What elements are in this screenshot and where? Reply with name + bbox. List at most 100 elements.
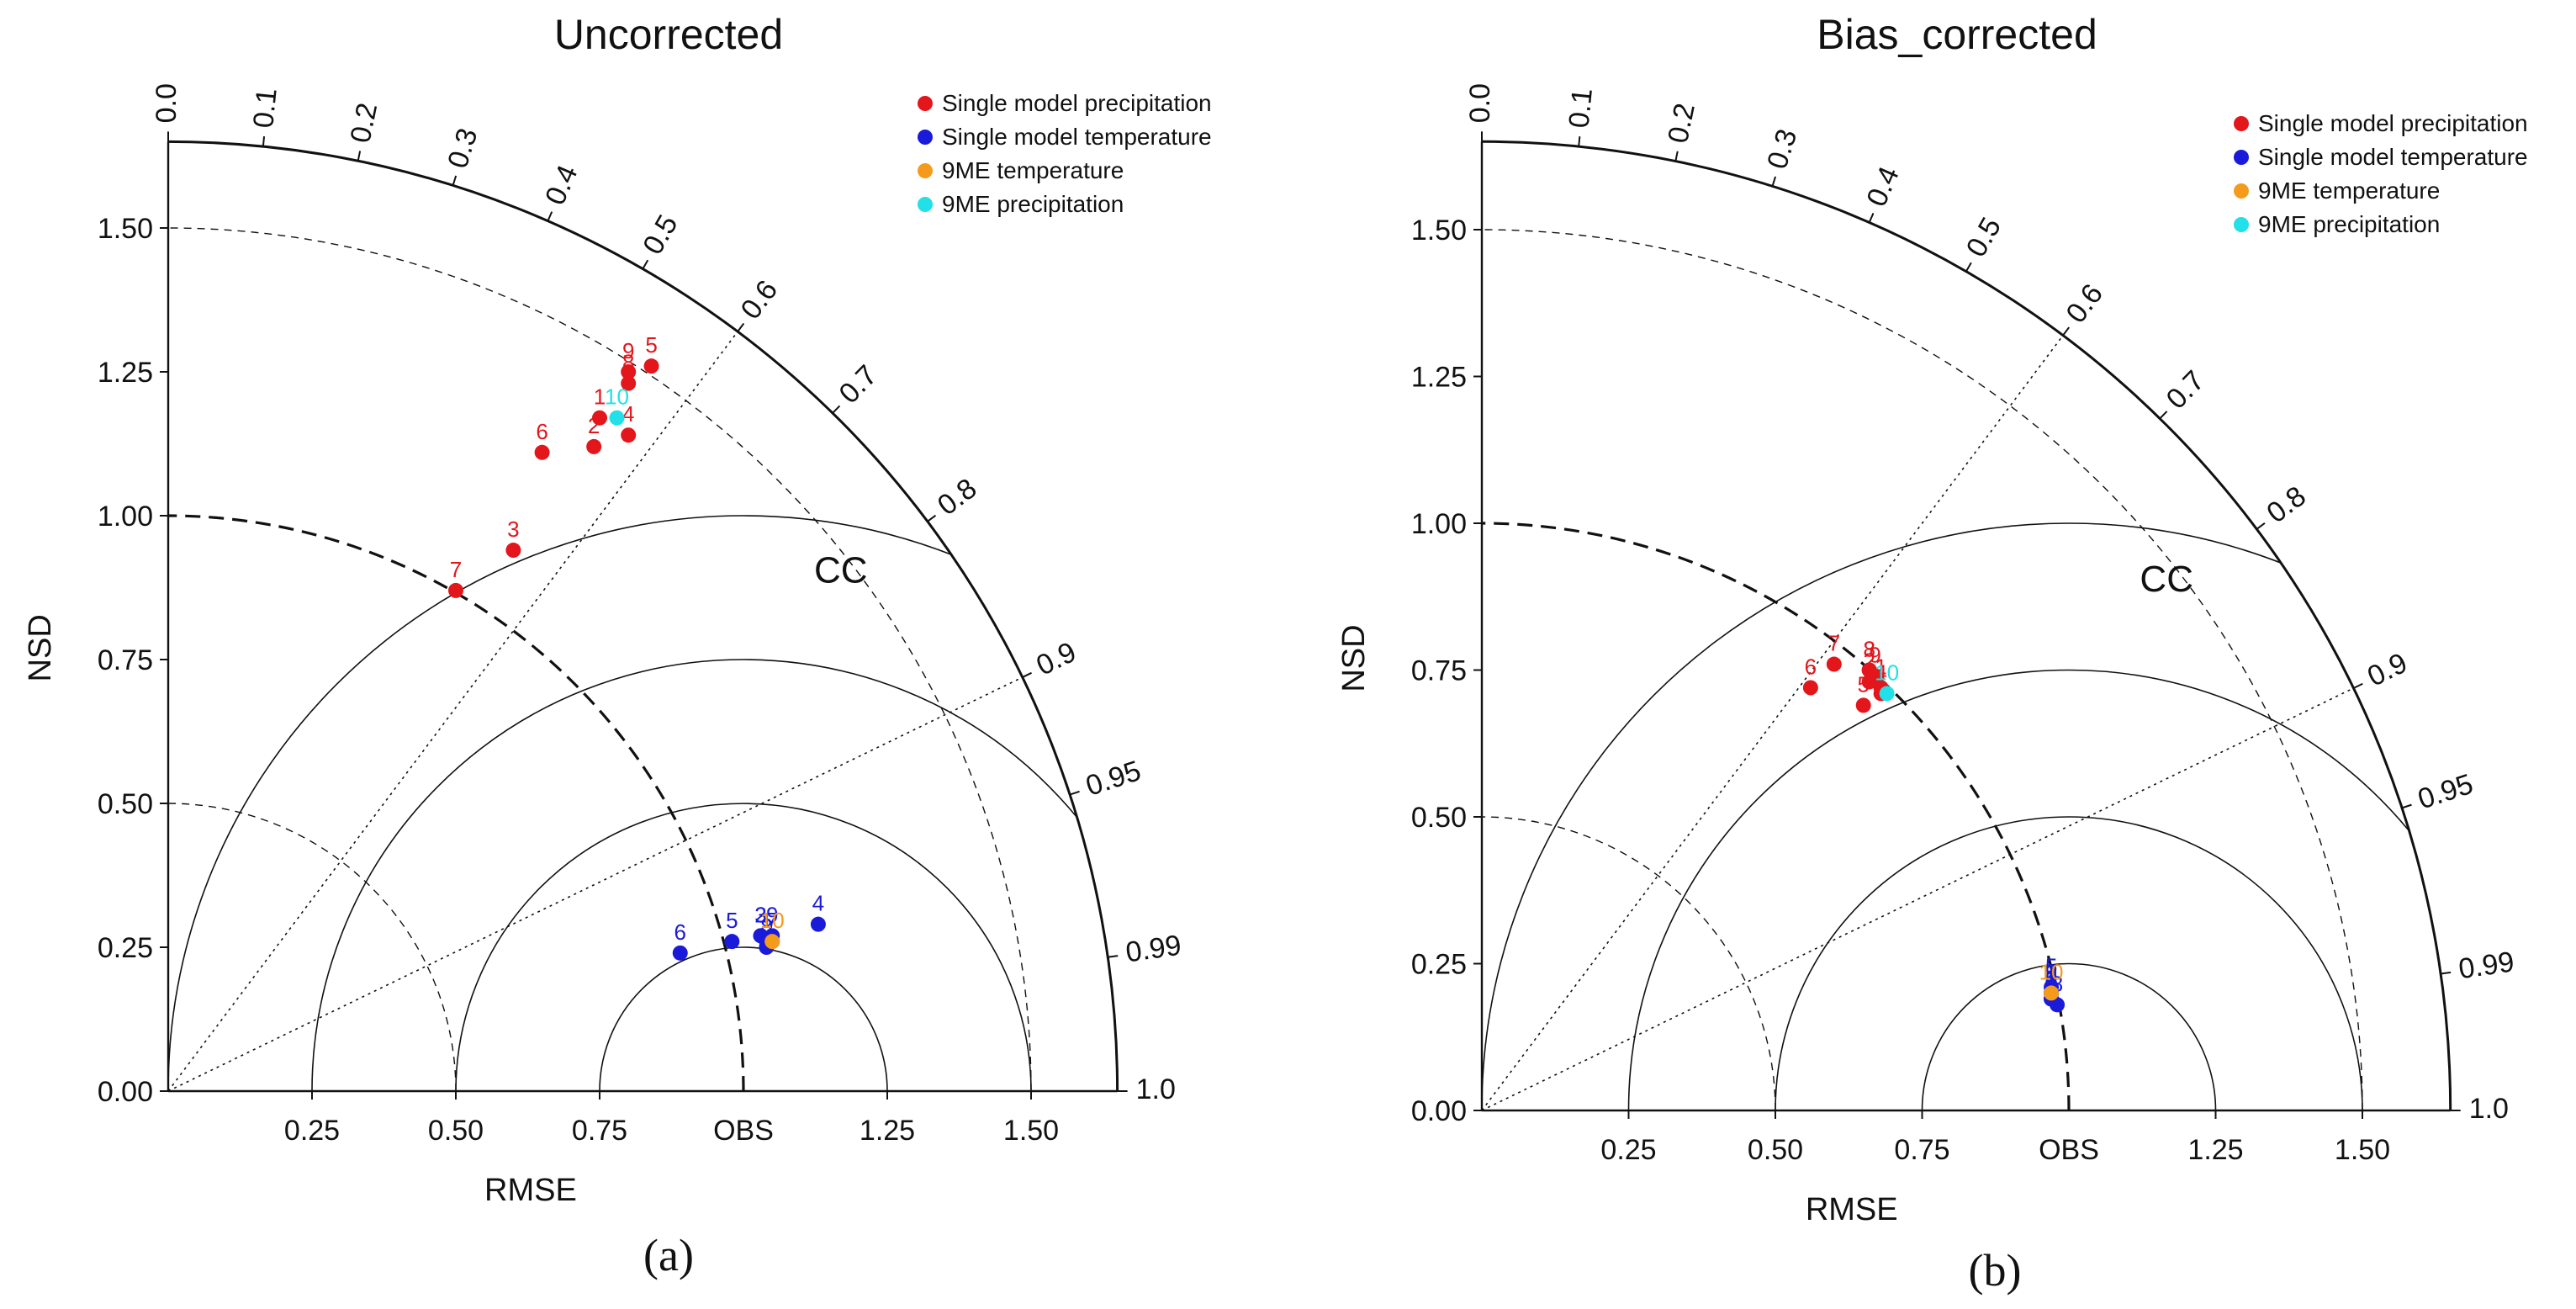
corr-tick <box>1965 262 1972 273</box>
x-tick-label: 1.25 <box>2187 1134 2243 1166</box>
data-point-label: 8 <box>1863 637 1875 662</box>
sd-contour <box>1481 816 1776 1111</box>
data-point-label: 9 <box>766 902 778 927</box>
legend-marker <box>918 197 933 212</box>
cc-label: CC <box>2140 559 2193 600</box>
cc-label: CC <box>814 550 868 591</box>
rmse-contours <box>1482 522 2451 1110</box>
corr-tick-label: 0.8 <box>932 472 983 522</box>
data-point-label: 5 <box>2045 953 2057 978</box>
panel-label: (b) <box>1969 1245 2022 1296</box>
corr-tick <box>927 514 937 522</box>
x-tick-label: 0.25 <box>1600 1134 1656 1166</box>
data-point <box>1826 656 1842 672</box>
legend-entry: 9ME precipitation <box>942 191 1124 217</box>
data-point-label: 9 <box>1869 642 1880 667</box>
data-point <box>586 438 602 454</box>
legend-marker <box>918 96 933 111</box>
data-point-label: 1 <box>760 908 772 933</box>
series-9me-precipitation: 10 <box>1875 660 1899 702</box>
corr-tick-label: 0.4 <box>1860 162 1906 212</box>
y-tick-label: 0.75 <box>98 644 153 676</box>
reference-sd-arc <box>167 514 745 1092</box>
legend-marker <box>918 130 933 145</box>
x-tick-label: 0.25 <box>284 1115 340 1147</box>
corr-tick <box>832 405 841 414</box>
corr-tick-label: 0.0 <box>151 83 182 123</box>
legend-entry: Single model precipitation <box>2258 110 2528 136</box>
x-tick-label: 1.25 <box>860 1115 915 1147</box>
legend-marker <box>2234 116 2249 131</box>
corr-tick <box>737 322 745 332</box>
x-tick-label: 0.75 <box>1894 1134 1949 1166</box>
corr-tick <box>1069 790 1080 796</box>
data-point <box>609 410 625 426</box>
correlation-ray <box>1481 687 2354 1111</box>
data-point-label: 3 <box>507 517 519 542</box>
x-axis-label: RMSE <box>484 1173 577 1208</box>
sd-contour <box>167 803 457 1092</box>
outer-arc <box>1481 140 2452 1111</box>
corr-tick <box>1868 213 1875 223</box>
x-tick-label: 0.50 <box>1748 1134 1803 1166</box>
corr-tick <box>1108 955 1119 958</box>
rmse-contour <box>1482 522 2451 1110</box>
obs-label: OBS <box>713 1115 774 1147</box>
corr-tick-label: 0.8 <box>2261 480 2312 530</box>
data-point-label: 5 <box>1857 671 1869 697</box>
data-point-label: 7 <box>450 557 462 582</box>
legend-entry: Single model precipitation <box>942 90 1212 116</box>
y-tick-label: 0.25 <box>1411 949 1467 981</box>
sd-contour <box>167 227 1032 1092</box>
corr-tick-label: 0.1 <box>1563 87 1599 130</box>
series-9me-temperature: 10 <box>2039 959 2064 1001</box>
corr-tick-label: 0.95 <box>1082 755 1145 803</box>
data-point-label: 3 <box>754 902 766 927</box>
corr-tick <box>452 175 458 186</box>
legend-marker <box>918 163 933 178</box>
taylor-diagram-a: Uncorrected0.000.250.500.751.001.251.500… <box>23 11 1212 1280</box>
corr-tick-label: 0.2 <box>345 100 384 146</box>
y-tick-label: 1.50 <box>98 213 153 245</box>
sd-contour <box>1481 229 2363 1111</box>
chart-title: Uncorrected <box>554 11 783 58</box>
y-tick-label: 1.00 <box>1411 508 1467 540</box>
data-point <box>764 934 780 950</box>
data-point <box>643 358 659 374</box>
data-point-label: 2 <box>754 902 766 927</box>
corr-tick <box>547 211 553 222</box>
legend-entry: 9ME precipitation <box>2258 211 2440 237</box>
y-tick-label: 0.75 <box>1411 655 1467 687</box>
corr-tick <box>357 151 362 162</box>
data-point-label: 6 <box>536 419 547 444</box>
data-point <box>2050 997 2066 1013</box>
data-point <box>724 934 740 950</box>
legend-entry: 9ME temperature <box>942 157 1124 183</box>
legend-entry: 9ME temperature <box>2258 178 2440 204</box>
legend-marker <box>2234 150 2249 165</box>
corr-tick-label: 0.9 <box>1031 636 1081 682</box>
correlation-ray <box>167 331 738 1092</box>
correlation-ray <box>167 676 1024 1092</box>
corr-tick-label: 0.7 <box>833 359 883 410</box>
corr-tick-label: 0.5 <box>637 209 685 260</box>
legend-entry: Single model temperature <box>942 124 1212 150</box>
data-point-label: 3 <box>2045 959 2057 984</box>
data-point-label: 4 <box>812 891 824 916</box>
legend: Single model precipitation Single model t… <box>918 90 1212 217</box>
y-tick-label: 1.25 <box>1411 362 1467 394</box>
corr-tick <box>2353 682 2363 689</box>
corr-tick-label: 0.3 <box>442 125 484 172</box>
y-tick-label: 1.50 <box>1411 215 1467 246</box>
corr-tick-label: 1.0 <box>1136 1073 1176 1105</box>
data-point-label: 7 <box>2045 959 2057 984</box>
data-point-label: 1 <box>2045 959 2057 984</box>
y-tick-label: 1.25 <box>98 357 153 389</box>
y-axis-label: NSD <box>1336 624 1372 692</box>
corr-tick <box>262 136 266 147</box>
obs-label: OBS <box>2039 1134 2099 1166</box>
y-tick-label: 1.00 <box>98 501 153 533</box>
data-point-label: 3 <box>1863 637 1875 662</box>
x-tick-label: 0.50 <box>428 1115 484 1147</box>
